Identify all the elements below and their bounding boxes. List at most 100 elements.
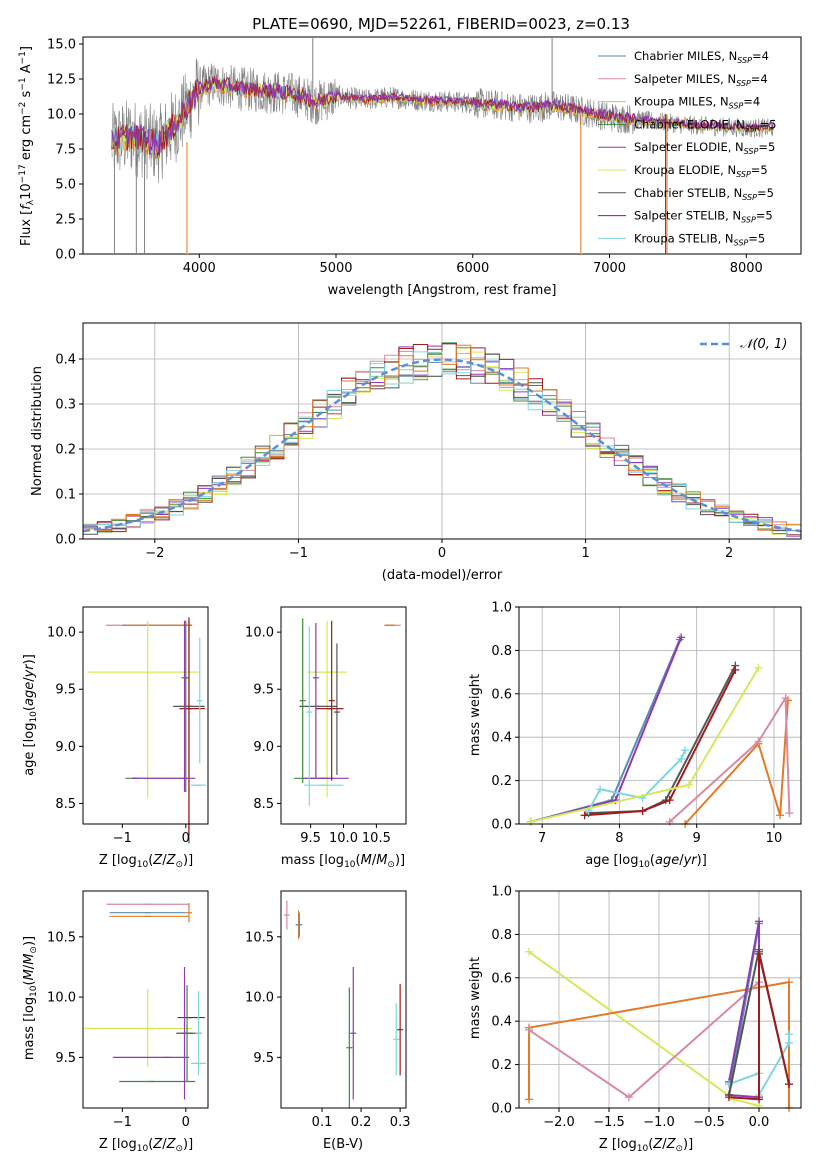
weight-z-y-tick-label: 0.0 xyxy=(491,1102,512,1117)
spectrum-y-label-mid: 10 xyxy=(19,183,34,200)
spectrum-legend-label: Chabrier ELODIE, NSSP=5 xyxy=(634,117,776,133)
legend-sub: SSP xyxy=(737,56,752,65)
spectrum-y-tick-label: 0.0 xyxy=(55,248,76,263)
age-mass-y-tick-label: 9.5 xyxy=(253,683,274,698)
legend-n: =5 xyxy=(748,231,765,245)
legend-n: =5 xyxy=(758,140,775,154)
mass-vs-metallicity-panel: −1 0 9.5 10.0 10.5 xyxy=(47,890,209,1130)
mass-z-y-label: mass [log10(M/M⊙)] xyxy=(22,936,39,1060)
residual-x-ticks: −2 −1 0 1 2 xyxy=(145,539,733,561)
weight-age-x-tick-label: 10 xyxy=(766,831,783,846)
age-mass-x-label: mass [log10(M/M⊙)] xyxy=(281,853,405,870)
weight-z-x-tick-label: 0.0 xyxy=(749,1115,770,1130)
spectrum-y-label-mid4: A xyxy=(19,64,34,77)
weight-age-axes-frame xyxy=(518,606,802,825)
legend-n: =5 xyxy=(751,163,768,177)
spectrum-legend-label: Chabrier MILES, NSSP=4 xyxy=(634,49,769,65)
spectrum-y-label-exp1: −17 xyxy=(18,164,28,183)
legend-name: Kroupa ELODIE, N xyxy=(634,163,736,177)
residual-y-label: Normed distribution xyxy=(30,366,45,496)
spectrum-x-ticks: 4000 5000 6000 7000 8000 xyxy=(183,254,763,276)
spectrum-legend-label: Kroupa ELODIE, NSSP=5 xyxy=(634,163,768,179)
mass-ebv-axes-frame xyxy=(280,890,407,1109)
age-mass-y-tick-label: 10.0 xyxy=(245,626,274,641)
normal-legend-label: 𝒩(0, 1) xyxy=(740,337,787,352)
weight-age-y-label: mass weight xyxy=(468,674,483,756)
legend-sub: SSP xyxy=(729,102,744,111)
normal-curve xyxy=(82,358,802,533)
spectrum-x-tick-label: 8000 xyxy=(730,261,763,276)
age-mass-y-tick-label: 9.0 xyxy=(253,740,274,755)
weight-age-series-line xyxy=(530,637,683,823)
age-mass-axes-frame xyxy=(280,606,407,825)
age-z-y-tick-label: 9.0 xyxy=(55,740,76,755)
spectrum-y-ticks: 0.0 2.5 5.0 7.5 10.0 12.5 15.0 xyxy=(47,38,83,263)
legend-name: Salpeter ELODIE, N xyxy=(634,140,744,154)
legend-n: =4 xyxy=(751,72,768,86)
spectrum-x-tick-label: 5000 xyxy=(319,261,352,276)
spectrum-legend-label: Salpeter STELIB, NSSP=5 xyxy=(634,209,773,225)
age-mass-y-tick-label: 8.5 xyxy=(253,797,274,812)
legend-name: Kroupa MILES, N xyxy=(634,95,729,109)
weight-age-x-tick-label: 9 xyxy=(693,831,701,846)
weight-age-x-tick-label: 8 xyxy=(615,831,623,846)
mass-z-axes-frame xyxy=(82,890,209,1109)
spectrum-legend-label: Kroupa MILES, NSSP=4 xyxy=(634,95,760,111)
residual-x-tick-label: 1 xyxy=(581,546,589,561)
weight-z-y-tick-label: 0.2 xyxy=(491,1058,512,1073)
residual-y-ticks: 0.0 0.1 0.2 0.3 0.4 xyxy=(55,353,83,548)
spectrum-legend-label: Chabrier STELIB, NSSP=5 xyxy=(634,186,774,202)
residual-x-tick-label: −2 xyxy=(145,546,164,561)
spectrum-y-tick-label: 10.0 xyxy=(47,108,76,123)
mass-ebv-y-tick-label: 10.0 xyxy=(245,991,274,1006)
age-z-y-label: age [log10(age/yr)] xyxy=(22,654,39,776)
residual-histogram xyxy=(83,344,801,531)
spectrum-y-label: Flux [fλ10−17 erg cm−2 s−1 A−1] xyxy=(18,46,36,246)
mass-ebv-x-label: E(B-V) xyxy=(323,1137,363,1152)
weight-z-series-line xyxy=(728,953,790,1101)
residual-legend: 𝒩(0, 1) xyxy=(700,337,787,352)
mass-ebv-x-tick-label: 0.2 xyxy=(351,1115,372,1130)
legend-name: Salpeter STELIB, N xyxy=(634,209,741,223)
residual-y-tick-label: 0.4 xyxy=(55,353,76,368)
mass-ebv-y-tick-label: 9.5 xyxy=(253,1051,274,1066)
residual-histogram xyxy=(83,343,801,536)
weight-age-y-tick-label: 0.4 xyxy=(491,731,512,746)
residual-y-tick-label: 0.0 xyxy=(55,533,76,548)
weight-age-series-line xyxy=(530,639,681,823)
age-z-y-tick-label: 8.5 xyxy=(55,797,76,812)
spectrum-x-tick-label: 4000 xyxy=(183,261,216,276)
weight-z-y-tick-label: 0.6 xyxy=(491,971,512,986)
residual-x-tick-label: 0 xyxy=(438,546,446,561)
mass-z-x-tick-label: −1 xyxy=(113,1115,132,1130)
weight-z-y-tick-label: 0.8 xyxy=(491,928,512,943)
legend-n: =5 xyxy=(757,186,774,200)
age-mass-x-tick-label: 10.5 xyxy=(362,831,391,846)
age-z-x-tick-label: −1 xyxy=(113,831,132,846)
legend-sub: SSP xyxy=(736,170,751,179)
weight-age-series-line xyxy=(669,694,791,823)
residual-x-tick-label: −1 xyxy=(289,546,308,561)
spectrum-x-tick-label: 7000 xyxy=(593,261,626,276)
spectrum-model-line xyxy=(111,75,774,157)
age-vs-mass-panel: 9.5 10.0 10.5 8.5 9.0 9.5 10.0 xyxy=(245,606,407,846)
spectrum-x-label: wavelength [Angstrom, rest frame] xyxy=(328,283,557,298)
weight-z-x-tick-label: −1.5 xyxy=(593,1115,625,1130)
mass-vs-extinction-panel: 0.1 0.2 0.3 9.5 10.0 10.5 xyxy=(245,890,410,1130)
weight-z-axes-frame xyxy=(518,890,802,1109)
age-z-axes-frame xyxy=(82,606,209,825)
weight-age-series-line xyxy=(584,669,737,817)
age-vs-metallicity-panel: −1 0 8.5 9.0 9.5 10.0 xyxy=(47,606,209,846)
legend-sub: SSP xyxy=(745,124,760,133)
figure-title: PLATE=0690, MJD=52261, FIBERID=0023, z=0… xyxy=(252,15,630,33)
legend-name: Chabrier MILES, N xyxy=(634,49,737,63)
weight-age-y-tick-label: 1.0 xyxy=(491,601,512,616)
residual-y-tick-label: 0.2 xyxy=(55,443,76,458)
spectrum-legend-label: Kroupa STELIB, NSSP=5 xyxy=(634,231,765,247)
spectrum-y-label-exp2: −2 xyxy=(18,102,28,115)
weight-z-x-tick-label: −1.0 xyxy=(643,1115,675,1130)
weight-vs-age-panel: 7 8 9 10 0.0 0.2 0.4 0.6 0.8 1.0 xyxy=(491,601,802,846)
residual-panel: −2 −1 0 1 2 0.0 0.1 0.2 0.3 0.4 (data-model)/err… xyxy=(30,322,802,583)
legend-sub: SSP xyxy=(734,238,749,247)
